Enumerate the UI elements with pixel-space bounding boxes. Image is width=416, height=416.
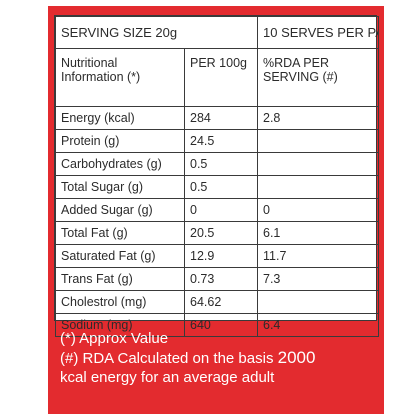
per-100g-value: 0.73 bbox=[184, 267, 258, 291]
table-row: Saturated Fat (g) 12.9 11.7 bbox=[55, 244, 379, 268]
table-row: Trans Fat (g) 0.73 7.3 bbox=[55, 267, 379, 291]
rda-value bbox=[257, 175, 379, 199]
nutrient-name: Total Fat (g) bbox=[55, 221, 185, 245]
rda-value: 11.7 bbox=[257, 244, 379, 268]
rda-value: 6.1 bbox=[257, 221, 379, 245]
rda-value bbox=[257, 129, 379, 153]
nutrient-name: Cholestrol (mg) bbox=[55, 290, 185, 314]
serves-per-pack: 10 SERVES PER PACK bbox=[257, 16, 379, 49]
per-100g-value: 12.9 bbox=[184, 244, 258, 268]
table-row: Energy (kcal) 284 2.8 bbox=[55, 106, 379, 130]
per-100g-value: 0 bbox=[184, 198, 258, 222]
rda-value: 0 bbox=[257, 198, 379, 222]
nutrient-name: Saturated Fat (g) bbox=[55, 244, 185, 268]
rda-basis-kcal-value: 2000 bbox=[277, 348, 316, 367]
rda-value bbox=[257, 152, 379, 176]
approx-value-note: (*) Approx Value bbox=[60, 330, 169, 347]
table-row: Carbohydrates (g) 0.5 bbox=[55, 152, 379, 176]
per-100g-value: 24.5 bbox=[184, 129, 258, 153]
per-100g-value: 284 bbox=[184, 106, 258, 130]
table-row: Total Sugar (g) 0.5 bbox=[55, 175, 379, 199]
nutrient-name: Protein (g) bbox=[55, 129, 185, 153]
table-row: Protein (g) 24.5 bbox=[55, 129, 379, 153]
serving-header-row: SERVING SIZE 20g 10 SERVES PER PACK bbox=[55, 16, 379, 49]
rda-value: 7.3 bbox=[257, 267, 379, 291]
nutrient-name: Total Sugar (g) bbox=[55, 175, 185, 199]
nutrient-name: Sodium (mg) bbox=[55, 313, 185, 337]
per-100g-header: PER 100g bbox=[184, 48, 258, 107]
rda-value bbox=[257, 290, 379, 314]
nutrient-name: Energy (kcal) bbox=[55, 106, 185, 130]
rda-basis-prefix: (#) RDA Calculated on the basis bbox=[60, 350, 278, 367]
per-100g-value: 640 bbox=[184, 313, 258, 337]
column-header-row: Nutritional Information (*) PER 100g %RD… bbox=[55, 48, 379, 107]
table-row: Added Sugar (g) 0 0 bbox=[55, 198, 379, 222]
serving-size: SERVING SIZE 20g bbox=[55, 16, 258, 49]
table-row: Cholestrol (mg) 64.62 bbox=[55, 290, 379, 314]
footnotes: (*) Approx Value (#) RDA Calculated on t… bbox=[60, 329, 380, 387]
per-100g-value: 20.5 bbox=[184, 221, 258, 245]
nutritional-info-header: Nutritional Information (*) bbox=[55, 48, 185, 107]
per-100g-value: 0.5 bbox=[184, 152, 258, 176]
rda-basis-suffix: kcal energy for an average adult bbox=[60, 369, 275, 386]
rda-basis-note: (#) RDA Calculated on the basis 2000 bbox=[60, 348, 380, 368]
table-row: Sodium (mg) 640 6.4 bbox=[55, 313, 379, 337]
per-100g-value: 0.5 bbox=[184, 175, 258, 199]
table-row: Total Fat (g) 20.5 6.1 bbox=[55, 221, 379, 245]
nutrition-table: SERVING SIZE 20g 10 SERVES PER PACK Nutr… bbox=[55, 16, 379, 337]
nutrition-table-container: SERVING SIZE 20g 10 SERVES PER PACK Nutr… bbox=[54, 15, 379, 337]
nutrient-name: Added Sugar (g) bbox=[55, 198, 185, 222]
nutrient-name: Trans Fat (g) bbox=[55, 267, 185, 291]
rda-value: 6.4 bbox=[257, 313, 379, 337]
rda-value: 2.8 bbox=[257, 106, 379, 130]
rda-header: %RDA PER SERVING (#) bbox=[257, 48, 379, 107]
nutrient-name: Carbohydrates (g) bbox=[55, 152, 185, 176]
per-100g-value: 64.62 bbox=[184, 290, 258, 314]
